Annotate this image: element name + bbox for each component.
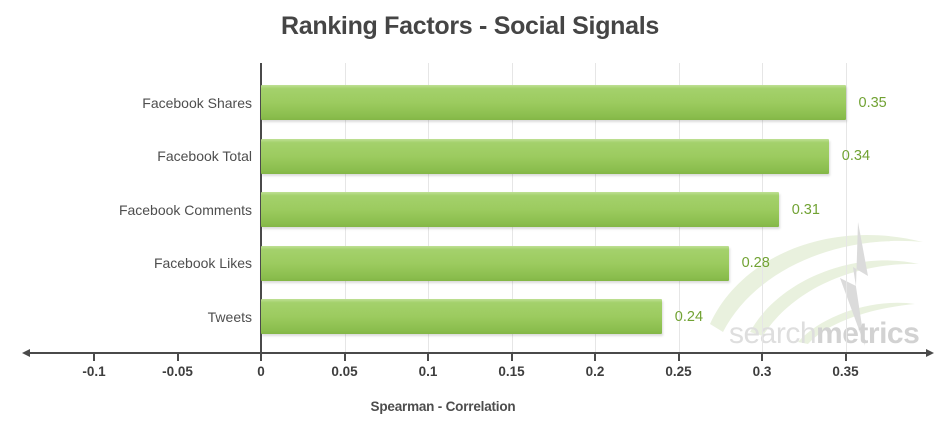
x-axis-tick-label: -0.05 (162, 364, 193, 379)
x-axis-tick (594, 353, 596, 361)
x-axis-tick (677, 353, 680, 361)
x-axis-tick (93, 353, 95, 361)
bar (261, 138, 829, 174)
bar-value-label: 0.31 (791, 201, 820, 218)
bar (261, 245, 729, 281)
category-label: Facebook Likes (153, 255, 252, 271)
x-axis-tick (176, 353, 179, 361)
x-axis-tick-label: 0.3 (752, 364, 772, 379)
x-axis-right-arrow-icon (926, 349, 934, 357)
category-label: Facebook Comments (118, 201, 252, 218)
x-axis-tick (427, 353, 429, 361)
x-axis-tick (510, 353, 513, 361)
x-axis-line (30, 352, 926, 354)
chart-title: Ranking Factors - Social Signals (281, 12, 659, 40)
x-axis-tick (761, 353, 763, 361)
x-axis-tick-label: 0.35 (832, 364, 859, 379)
category-label: Tweets (207, 308, 252, 325)
bar-value-label: 0.24 (674, 308, 704, 325)
category-label: Facebook Shares (142, 94, 252, 111)
bar (261, 192, 779, 227)
x-axis-tick-label: 0.25 (665, 364, 692, 379)
bar-value-label: 0.28 (741, 255, 770, 271)
x-axis-tick-label: 0.1 (418, 364, 438, 379)
category-label: Facebook Total (157, 148, 252, 164)
x-axis-tick-label: 0 (257, 364, 265, 379)
x-axis-tick (844, 353, 847, 361)
x-axis-tick-label: 0.2 (585, 364, 605, 379)
bar-value-label: 0.35 (858, 94, 887, 111)
bar-value-label: 0.34 (841, 148, 871, 164)
bar (261, 299, 662, 334)
x-axis-tick (260, 353, 262, 361)
gridline (845, 63, 847, 353)
x-axis-title: Spearman - Correlation (370, 399, 516, 414)
x-axis-left-arrow-icon (22, 349, 30, 357)
bar (261, 85, 846, 120)
x-axis-tick-label: 0.15 (498, 364, 525, 379)
x-axis-tick-label: 0.05 (331, 364, 358, 379)
x-axis-tick-label: -0.1 (82, 364, 106, 379)
x-axis-tick (343, 353, 346, 361)
